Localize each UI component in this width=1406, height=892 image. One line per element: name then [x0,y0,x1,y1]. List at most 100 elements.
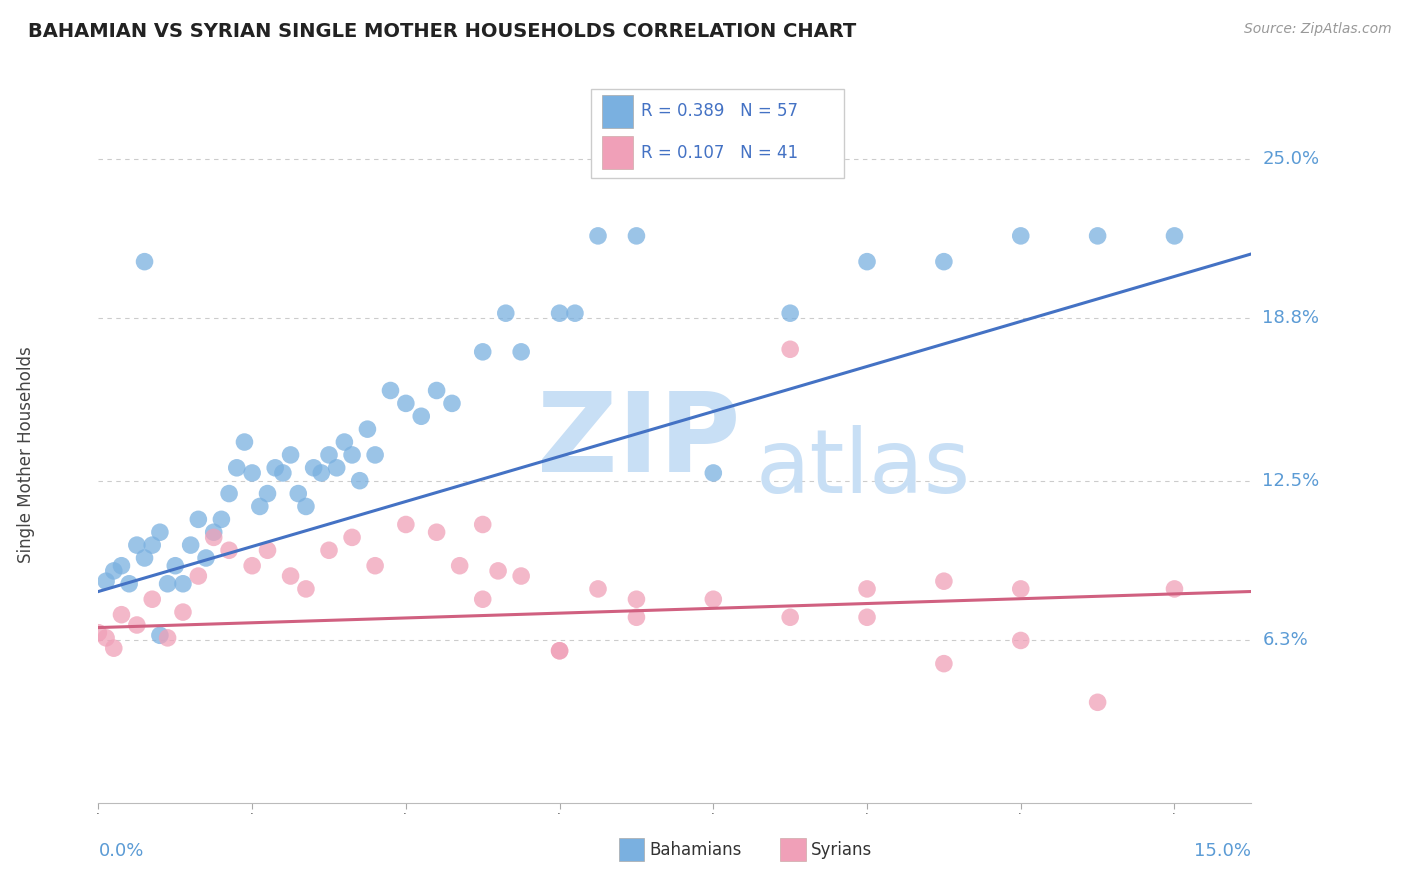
Point [426,525,449,540]
Point [471,344,494,359]
Point [380,384,402,398]
Point [395,517,418,532]
Point [495,306,517,320]
Point [195,551,218,566]
Text: 12.5%: 12.5% [1263,472,1320,490]
Point [364,558,387,573]
Point [187,569,209,583]
Point [172,605,194,619]
Text: R = 0.389   N = 57: R = 0.389 N = 57 [641,103,799,120]
Point [626,228,648,243]
Point [779,306,801,320]
Point [94,574,117,589]
Point [626,610,648,624]
Point [302,460,325,475]
Point [125,538,148,552]
Point [134,254,156,268]
Text: Single Mother Households: Single Mother Households [17,347,35,563]
Point [510,344,533,359]
Point [471,517,494,532]
Point [318,543,340,558]
Point [325,460,347,475]
Point [202,525,225,540]
Point [311,466,333,480]
Point [333,435,356,450]
Point [103,564,125,578]
Point [779,343,801,357]
Point [510,569,533,583]
Point [586,228,609,243]
Point [548,644,571,658]
Point [165,558,187,573]
Point [1163,582,1185,596]
Point [218,543,240,558]
Text: atlas: atlas [755,425,970,512]
Point [118,576,141,591]
Point [240,466,263,480]
Point [134,551,156,566]
Point [318,448,340,462]
Point [932,657,955,671]
Point [225,460,247,475]
Point [94,631,117,645]
Point [172,576,194,591]
Point [356,422,378,436]
Point [125,618,148,632]
Point [440,396,463,410]
Point [87,625,110,640]
Point [209,512,232,526]
Point [156,631,179,645]
Point [141,592,163,607]
Point [364,448,387,462]
Point [932,254,955,268]
Point [779,610,801,624]
Point [103,641,125,656]
Text: Syrians: Syrians [811,841,873,859]
Point [1010,228,1032,243]
Point [240,558,263,573]
Point [202,530,225,544]
Point [426,384,449,398]
Point [256,543,278,558]
Point [180,538,202,552]
Point [395,396,418,410]
Point [1087,695,1109,709]
Text: 6.3%: 6.3% [1263,632,1308,649]
Point [856,254,879,268]
Point [1010,582,1032,596]
Point [287,486,309,500]
Point [564,306,586,320]
Point [449,558,471,573]
Point [280,569,302,583]
Point [548,306,571,320]
Point [110,558,132,573]
Point [486,564,509,578]
Point [249,500,271,514]
Point [856,610,879,624]
Text: ZIP: ZIP [537,387,740,494]
Point [856,582,879,596]
Text: 15.0%: 15.0% [1194,842,1251,860]
Point [218,486,240,500]
Point [233,435,256,450]
Point [548,644,571,658]
Point [349,474,371,488]
Point [1087,228,1109,243]
Point [141,538,163,552]
Text: 0.0%: 0.0% [98,842,143,860]
Point [156,576,179,591]
Text: Bahamians: Bahamians [650,841,742,859]
Text: BAHAMIAN VS SYRIAN SINGLE MOTHER HOUSEHOLDS CORRELATION CHART: BAHAMIAN VS SYRIAN SINGLE MOTHER HOUSEHO… [28,22,856,41]
Point [586,582,609,596]
Point [702,466,724,480]
Point [280,448,302,462]
Text: 25.0%: 25.0% [1263,150,1320,168]
Point [626,592,648,607]
Point [1010,633,1032,648]
Text: R = 0.107   N = 41: R = 0.107 N = 41 [641,145,799,162]
Point [149,525,172,540]
Point [702,592,724,607]
Point [264,460,287,475]
Point [1163,228,1185,243]
Point [340,530,363,544]
